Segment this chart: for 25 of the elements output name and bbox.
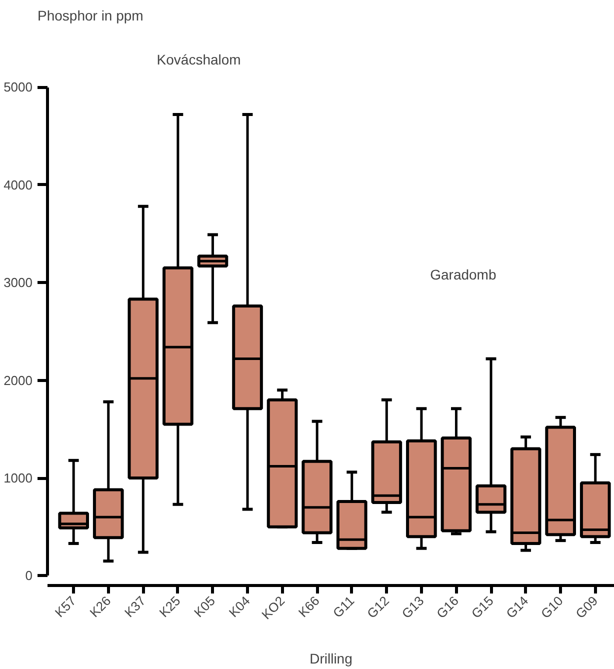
x-tick-label: G16 (434, 593, 462, 622)
y-tick-label: 2000 (4, 372, 32, 388)
x-tick-label: K26 (86, 593, 114, 620)
x-tick-label: G13 (398, 593, 427, 622)
x-tick-label: K05 (191, 593, 218, 620)
x-tick-label: K04 (226, 593, 253, 620)
x-tick-label: G11 (330, 593, 358, 620)
x-axis-title: Drilling (310, 650, 352, 666)
x-tick-label: K57 (52, 593, 79, 620)
y-tick-label: 1000 (4, 470, 32, 486)
y-tick-label: 0 (25, 568, 33, 584)
y-tick-label: 5000 (4, 80, 32, 95)
y-tick-label: 3000 (4, 275, 32, 290)
x-tick-label: G10 (538, 593, 566, 622)
x-tick-label: G15 (468, 593, 496, 622)
x-tick-label: G09 (572, 593, 601, 622)
text: Kovácshalom (156, 52, 241, 68)
x-tick-label: K25 (156, 593, 184, 620)
y-tick-label: 4000 (4, 177, 32, 192)
x-tick-label: G14 (503, 593, 532, 622)
y-axis-title: Phosphor in ppm (38, 8, 144, 24)
x-tick-label: K37 (122, 593, 148, 620)
annotation: Garadomb (430, 266, 496, 283)
x-tick-label: K66 (295, 593, 322, 620)
x-tick-label: G12 (364, 593, 392, 622)
